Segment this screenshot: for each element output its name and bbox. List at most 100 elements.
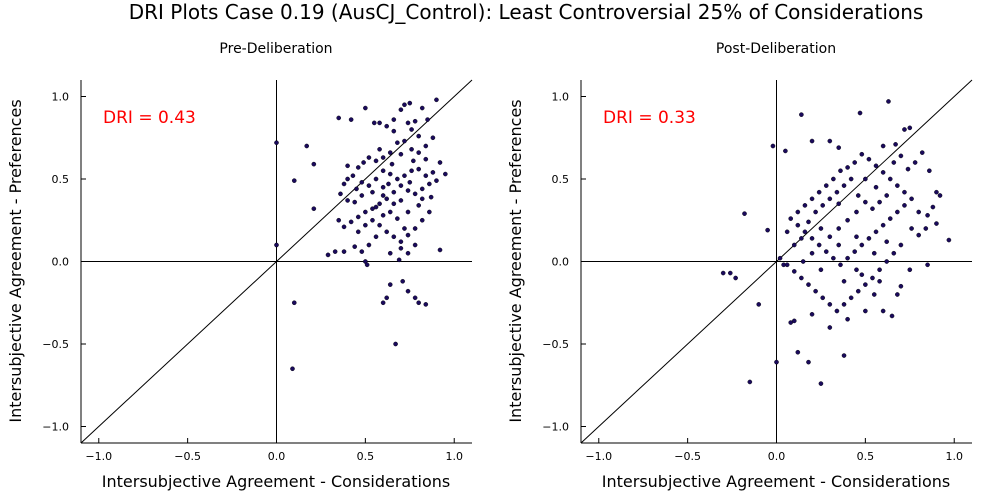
scatter-point [809, 250, 815, 256]
scatter-point [841, 353, 847, 358]
scatter-point [345, 198, 350, 203]
scatter-point [809, 236, 815, 241]
scatter-point [795, 349, 801, 355]
scatter-point [395, 140, 400, 145]
scatter-point [304, 143, 310, 149]
scatter-point [419, 105, 425, 111]
scatter-point [859, 151, 865, 157]
scatter-point [857, 110, 863, 116]
scatter-point [345, 176, 350, 182]
scatter-point [925, 262, 930, 268]
scatter-point [434, 178, 439, 183]
scatter-point [791, 269, 797, 274]
scatter-point [806, 359, 811, 365]
scatter-point [887, 216, 893, 221]
scatter-point [946, 237, 952, 243]
scatter-points [274, 97, 448, 372]
x-axis-label: Intersubjective Agreement - Consideratio… [602, 472, 950, 491]
scatter-point [402, 138, 407, 144]
scatter-point [402, 173, 407, 178]
y-axis-label: Intersubjective Agreement - Preferences [6, 99, 25, 422]
scatter-point [311, 161, 317, 167]
scatter-point [898, 283, 904, 289]
scatter-point [889, 313, 895, 319]
scatter-point [854, 267, 859, 273]
scatter-point [384, 196, 389, 202]
x-axis-label: Intersubjective Agreement - Consideratio… [102, 472, 450, 491]
scatter-point [398, 183, 404, 188]
scatter-point [841, 302, 847, 307]
scatter-point [416, 133, 421, 139]
x-tick-labels: −1.0 −0.5 0.0 0.5 1.0 [585, 438, 963, 463]
scatter-point [845, 165, 850, 170]
scatter-point [311, 206, 317, 211]
scatter-point [427, 209, 432, 215]
scatter-point [818, 267, 824, 273]
scatter-point [925, 212, 930, 218]
scatter-point [411, 158, 416, 164]
scatter-point [827, 138, 833, 144]
scatter-point [391, 189, 397, 195]
scatter-point [430, 135, 436, 141]
scatter-point [380, 300, 386, 306]
scatter-point [428, 194, 434, 200]
scatter-point [412, 226, 418, 231]
scatter-point [809, 138, 815, 144]
scatter-point [834, 308, 840, 314]
scatter-point [886, 99, 891, 104]
scatter-point [852, 160, 858, 165]
scatter-point [387, 150, 393, 155]
scatter-point [742, 211, 747, 216]
scatter-point [836, 226, 842, 231]
scatter-point [366, 242, 372, 248]
dri-annotation: DRI = 0.33 [603, 108, 696, 128]
scatter-point [423, 302, 429, 307]
scatter-point [820, 295, 826, 301]
scatter-point [405, 209, 411, 215]
scatter-point [373, 158, 379, 164]
scatter-point [380, 168, 386, 174]
scatter-point [727, 270, 733, 276]
scatter-point [809, 311, 815, 317]
scatter-point [827, 196, 833, 202]
scatter-point [352, 244, 358, 249]
scatter-point [873, 184, 879, 190]
x-tick-label: −0.5 [674, 450, 701, 463]
scatter-point [863, 282, 868, 287]
scatter-point [895, 292, 900, 297]
scatter-point [363, 209, 368, 215]
scatter-point [927, 168, 932, 174]
scatter-point [332, 249, 338, 254]
y-tick-label: 0.5 [552, 173, 570, 186]
scatter-point [363, 222, 368, 228]
scatter-point [806, 282, 811, 287]
panel-title: Pre-Deliberation [219, 41, 332, 57]
scatter-point [355, 165, 361, 170]
scatter-point [387, 250, 393, 256]
scatter-point [912, 160, 918, 165]
scatter-point [916, 232, 921, 238]
scatter-point [391, 117, 397, 122]
scatter-point [902, 127, 907, 132]
scatter-point [359, 193, 365, 198]
scatter-point [827, 325, 833, 330]
scatter-point [416, 300, 421, 306]
identity-diagonal-line [80, 79, 473, 444]
figure-title: DRI Plots Case 0.19 (AusCJ_Control): Lea… [129, 0, 924, 24]
scatter-point [380, 193, 386, 198]
scatter-point [387, 282, 393, 287]
x-tick-label: −1.0 [85, 450, 112, 463]
scatter-point [891, 250, 897, 256]
scatter-point [774, 359, 779, 365]
scatter-point [393, 341, 398, 347]
scatter-point [799, 112, 804, 117]
scatter-point [777, 255, 783, 261]
scatter-point [402, 102, 407, 108]
scatter-point [377, 222, 382, 228]
scatter-point [863, 176, 868, 182]
scatter-point [863, 199, 868, 205]
scatter-point [827, 234, 833, 240]
scatter-point [818, 381, 824, 386]
scatter-point [831, 255, 836, 261]
scatter-point [274, 242, 279, 248]
